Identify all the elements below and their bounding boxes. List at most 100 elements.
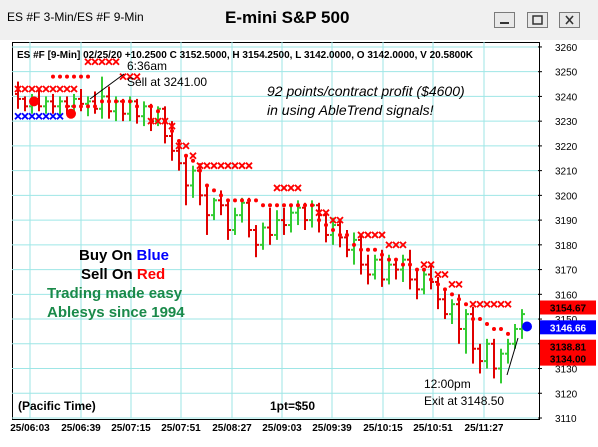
y-tick-label: 3260 (555, 43, 578, 54)
resistance-x-marker (189, 152, 197, 160)
resistance-dot (219, 193, 223, 198)
price-bar (211, 197, 217, 221)
resistance-x-marker (133, 72, 141, 81)
resistance-x-marker (42, 85, 50, 93)
price-bar (477, 343, 483, 374)
buy-signal-dot (522, 321, 532, 332)
resistance-x-marker (294, 184, 302, 192)
price-bar (407, 249, 413, 290)
resistance-dot (149, 104, 153, 109)
sell-pointer-line (89, 73, 125, 100)
chart-marks (14, 58, 532, 384)
y-tick-label: 3110 (555, 414, 577, 425)
resistance-x-marker (504, 300, 512, 308)
price-bar (99, 76, 105, 119)
resistance-dot (282, 203, 286, 208)
resistance-x-marker (35, 85, 43, 93)
price-bar (15, 81, 21, 109)
buy-legend-color: Blue (137, 247, 170, 264)
resistance-x-marker (119, 72, 127, 81)
support-dot (72, 104, 76, 109)
resistance-dot (240, 198, 244, 203)
price-bar (281, 207, 287, 235)
sell-legend-word: Sell On (81, 266, 137, 283)
resistance-dot (72, 74, 76, 79)
resistance-x-marker (14, 85, 22, 93)
resistance-x-marker (476, 300, 484, 308)
support-x-marker (42, 112, 50, 120)
price-tag: 3154.67 (540, 300, 596, 315)
resistance-dot (233, 198, 237, 203)
resistance-dot (275, 203, 279, 208)
resistance-x-marker (469, 300, 477, 308)
price-bar (456, 294, 462, 344)
y-tick-label: 3160 (555, 290, 578, 301)
resistance-dot (261, 203, 265, 208)
resistance-x-marker (84, 58, 92, 66)
resistance-dot (289, 203, 293, 208)
tagline-2: Ablesys since 1994 (47, 304, 185, 321)
price-tag-background (540, 300, 596, 315)
sell-signal-dot (66, 108, 76, 119)
y-tick-label: 3190 (555, 216, 578, 227)
resistance-dot (303, 203, 307, 208)
price-bar (22, 96, 28, 112)
resistance-dot (184, 153, 188, 158)
exit-price-annotation: Exit at 3148.50 (424, 394, 504, 408)
close-icon (565, 15, 574, 25)
x-tick-label: 25/09:39 (312, 423, 352, 434)
resistance-x-marker (49, 85, 57, 93)
y-tick-label: 3200 (555, 191, 578, 202)
buy-legend: Buy On Blue (79, 247, 169, 264)
sell-price-annotation: Sell at 3241.00 (127, 75, 207, 89)
resistance-dot (198, 168, 202, 173)
resistance-dot (471, 317, 475, 322)
restore-button[interactable] (527, 12, 548, 28)
resistance-dot (58, 74, 62, 79)
resistance-dot (415, 267, 419, 272)
resistance-x-marker (427, 260, 435, 269)
resistance-dot (296, 203, 300, 208)
price-bar (57, 96, 63, 117)
price-bar (162, 106, 168, 144)
price-tag: 3146.66 (540, 320, 596, 335)
price-bar (169, 121, 175, 161)
price-bar (358, 234, 364, 275)
resistance-x-marker (168, 122, 176, 130)
minimize-button[interactable] (494, 12, 515, 28)
price-tag-background (540, 351, 596, 366)
resistance-dot (254, 198, 258, 203)
resistance-x-marker (483, 300, 491, 308)
price-bar (316, 202, 322, 233)
resistance-dot (422, 267, 426, 272)
resistance-dot (212, 188, 216, 193)
resistance-x-marker (420, 260, 428, 269)
window-tab-title[interactable]: ES #F 3-Min/ES #F 9-Min (7, 10, 144, 24)
resistance-dot (191, 158, 195, 163)
price-bar (288, 205, 294, 233)
price-bar (267, 207, 273, 245)
price-bar (512, 324, 518, 349)
support-dot (79, 104, 83, 109)
price-tag-background (540, 339, 596, 354)
resistance-dot (485, 322, 489, 326)
resistance-x-marker (175, 142, 183, 150)
resistance-dot (247, 198, 251, 203)
support-x-marker (49, 112, 57, 120)
resistance-dot (506, 331, 510, 336)
resistance-dot (338, 232, 342, 237)
resistance-dot (156, 109, 160, 114)
exit-time-annotation: 12:00pm (424, 377, 471, 391)
x-tick-label: 25/06:39 (61, 423, 101, 434)
resistance-x-marker (147, 117, 155, 125)
y-tick-label: 3240 (555, 92, 578, 103)
resistance-dot (450, 292, 454, 297)
resistance-dot (331, 228, 335, 232)
chart-grid (12, 42, 542, 419)
resistance-x-marker (490, 300, 498, 308)
minimize-icon (500, 22, 509, 24)
resistance-x-marker (91, 58, 99, 66)
close-button[interactable] (559, 12, 580, 28)
resistance-x-marker (315, 209, 323, 217)
price-bar (372, 254, 378, 280)
